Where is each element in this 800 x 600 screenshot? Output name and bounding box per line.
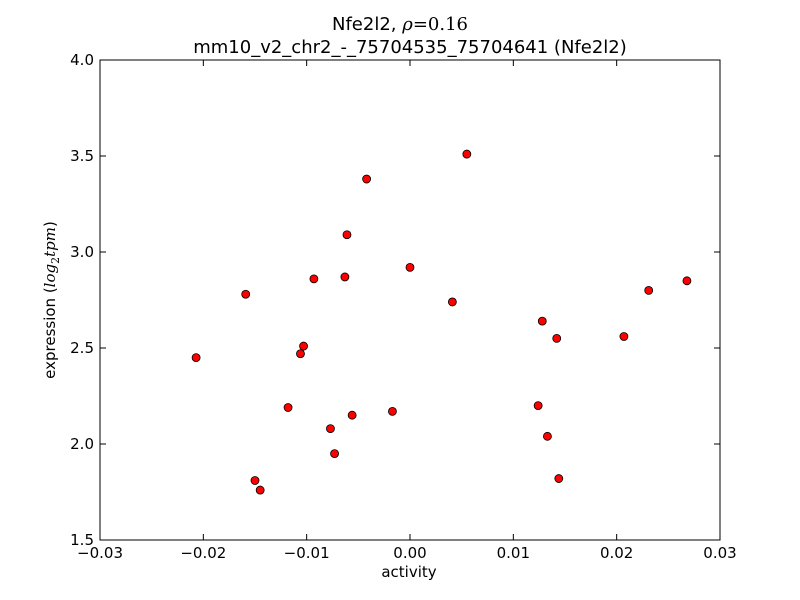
data-point [296, 349, 305, 359]
plot-frame [99, 59, 721, 541]
data-point [191, 353, 201, 363]
y-tick-label: 1.5 [70, 531, 94, 549]
x-tick-label: −0.01 [284, 544, 330, 562]
data-points [191, 149, 692, 495]
x-tick-label: 0.03 [703, 544, 736, 562]
x-tick-label: 0.02 [600, 544, 633, 562]
y-axis-label-log: log [41, 264, 59, 287]
x-axis-ticks: −0.03 −0.02 −0.01 0.00 0.01 0.02 0.03 [77, 60, 737, 562]
y-axis-label-tpm: tpm [41, 227, 59, 257]
data-point [543, 431, 552, 441]
y-axis-label: expression (log2tpm) [41, 221, 62, 379]
data-point [255, 485, 265, 495]
data-point [283, 403, 293, 412]
y-tick-label: 3.0 [70, 243, 94, 261]
x-axis-label: activity [381, 563, 436, 581]
data-point [619, 332, 629, 341]
y-axis-ticks: 1.5 2.0 2.5 3.0 3.5 4.0 [70, 51, 720, 549]
chart-title-rho-value: =0.16 [413, 14, 468, 35]
x-tick-label: −0.02 [180, 544, 226, 562]
data-point [250, 476, 260, 485]
y-tick-label: 3.5 [70, 147, 94, 165]
y-tick-label: 2.5 [70, 339, 94, 357]
data-point [552, 333, 562, 343]
data-point [447, 297, 457, 307]
y-axis-label-prefix: expression ( [41, 287, 59, 379]
data-point [405, 262, 415, 272]
data-point [309, 274, 319, 284]
data-point [342, 230, 352, 240]
chart-title: Nfe2l2, ρ=0.16 [332, 14, 468, 35]
data-point [533, 401, 543, 411]
chart-title-rho-symbol: ρ [401, 14, 413, 35]
x-tick-label: 0.00 [393, 544, 426, 562]
data-point [299, 341, 308, 351]
data-point [241, 289, 251, 299]
data-point [682, 276, 692, 286]
data-point [326, 424, 335, 434]
y-tick-label: 2.0 [70, 435, 94, 453]
chart-title-gene: Nfe2l2, [332, 14, 397, 35]
y-axis-label-sub: 2 [49, 257, 62, 264]
data-point [340, 272, 350, 282]
data-point [347, 410, 357, 420]
data-point [644, 285, 654, 295]
y-tick-label: 4.0 [70, 51, 94, 69]
data-point [537, 316, 547, 326]
data-point [388, 406, 397, 416]
x-tick-label: −0.03 [77, 544, 123, 562]
data-point [330, 449, 339, 459]
x-tick-label: 0.01 [497, 544, 530, 562]
data-point [362, 174, 372, 184]
data-point [554, 474, 564, 483]
chart-subtitle: mm10_v2_chr2_-_75704535_75704641 (Nfe2l2… [193, 37, 627, 58]
data-point [462, 149, 472, 159]
y-axis-label-suffix: ) [41, 221, 59, 227]
